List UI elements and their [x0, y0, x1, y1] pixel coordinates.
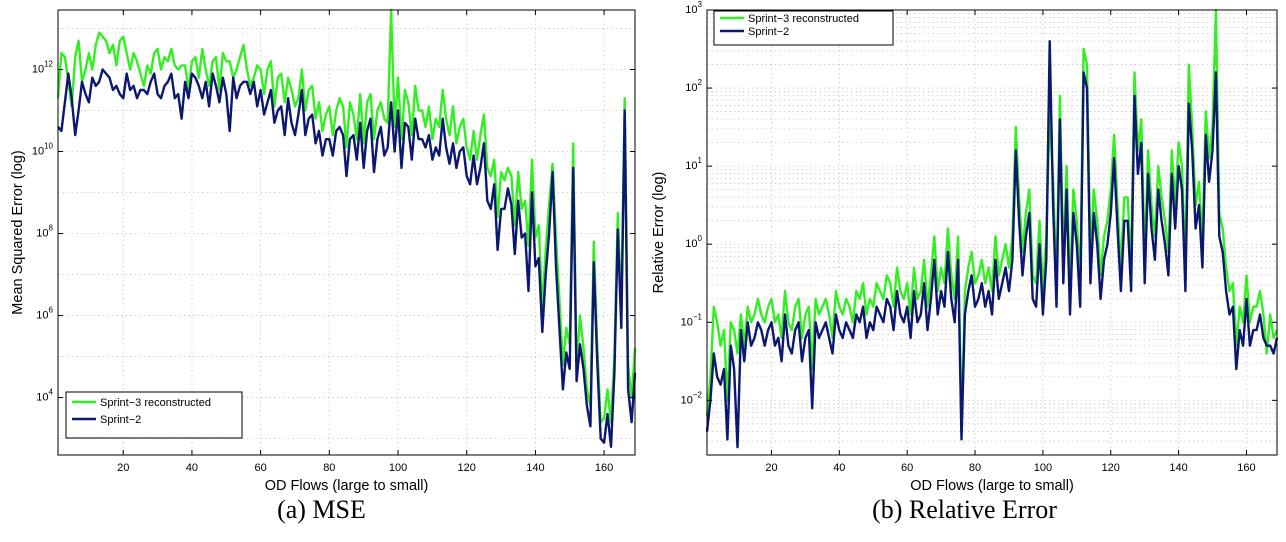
- chart-panel-mse: 20 40 60 80 100 120 140 160 104 106 108 1010 1012 OD …: [10, 8, 637, 524]
- x-axis-title: OD Flows (large to small): [910, 478, 1074, 494]
- x-tick-label: 140: [526, 462, 544, 474]
- x-tick-label: 80: [323, 462, 335, 474]
- y-axis-title: Mean Squared Error (log): [10, 150, 26, 314]
- series-line: [57, 68, 637, 448]
- x-axis-title: OD Flows (large to small): [265, 478, 429, 494]
- y-tick-label: 108: [36, 224, 53, 240]
- y-tick-label: 100: [685, 234, 702, 250]
- x-tick-label: 100: [1034, 462, 1052, 474]
- y-tick-label: 10−2: [681, 390, 703, 406]
- legend-label: Sprint−3 reconstructed: [100, 397, 211, 409]
- y-axis-title: Relative Error (log): [651, 172, 667, 294]
- legend: Sprint−3 reconstructed Sprint−2: [65, 391, 243, 439]
- y-tick-label: 106: [36, 306, 53, 322]
- x-tick-label: 100: [389, 462, 407, 474]
- x-tick-label: 40: [833, 462, 845, 474]
- chart-panel-relative-error: 20 40 60 80 100 120 140 160 10−2 10−1 100 101 102 103…: [643, 0, 1286, 542]
- y-tick-label: 103: [685, 0, 702, 16]
- x-tick-label: 60: [255, 462, 267, 474]
- x-tick-label: 140: [1169, 462, 1187, 474]
- y-tick-label: 10−1: [681, 312, 703, 328]
- mse-chart: 20 40 60 80 100 120 140 160 104 106 108 1010 1012 OD …: [10, 8, 637, 494]
- legend-label: Sprint−2: [748, 26, 789, 38]
- x-tick-label: 120: [1102, 462, 1120, 474]
- y-tick-label: 1010: [32, 141, 54, 157]
- y-tick-label: 102: [685, 78, 702, 94]
- x-tick-label: 160: [1237, 462, 1255, 474]
- relative-error-chart: 20 40 60 80 100 120 140 160 10−2 10−1 100 101 102 103…: [651, 0, 1279, 494]
- x-tick-label: 40: [186, 462, 198, 474]
- x-tick-label: 120: [458, 462, 476, 474]
- x-tick-label: 20: [117, 462, 129, 474]
- series-line: [705, 8, 1279, 433]
- plot-frame: [57, 9, 636, 456]
- legend-box: [65, 391, 243, 439]
- x-tick-label: 80: [969, 462, 981, 474]
- x-tick-label: 60: [901, 462, 913, 474]
- plot-frame: [706, 9, 1278, 456]
- legend-label: Sprint−3 reconstructed: [748, 13, 859, 25]
- series-line: [705, 40, 1279, 449]
- legend-label: Sprint−2: [100, 414, 141, 426]
- series-line: [56, 8, 637, 424]
- legend-box: [713, 10, 894, 46]
- y-tick-label: 104: [36, 388, 53, 404]
- chart-caption: (a) MSE: [277, 495, 366, 524]
- y-tick-label: 1012: [32, 59, 54, 75]
- x-tick-label: 20: [765, 462, 777, 474]
- chart-caption: (b) Relative Error: [872, 495, 1057, 524]
- x-tick-label: 160: [595, 462, 613, 474]
- y-tick-label: 101: [685, 156, 702, 172]
